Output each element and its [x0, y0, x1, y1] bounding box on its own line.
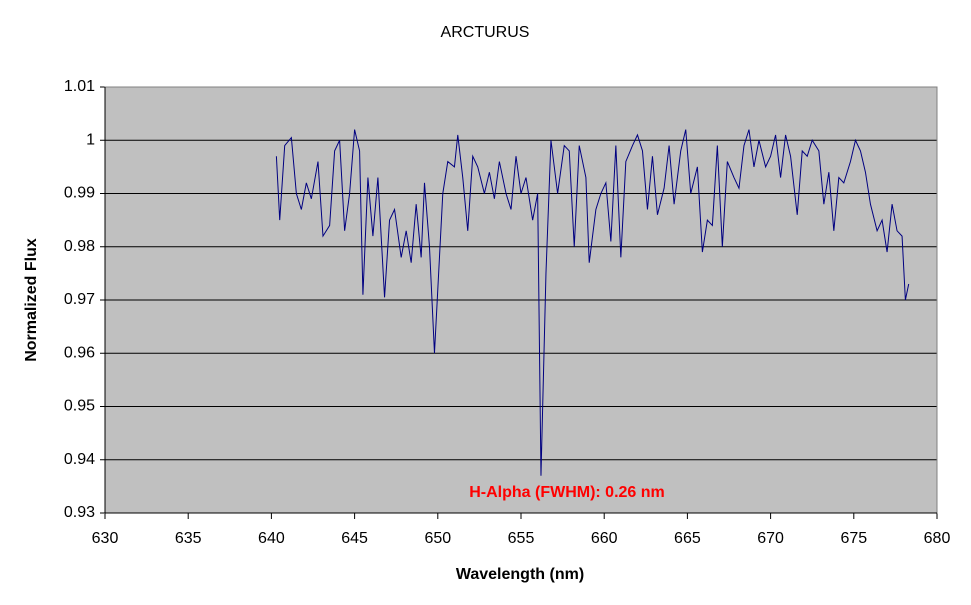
y-tick-label: 0.98 [64, 238, 95, 255]
chart-title: ARCTURUS [441, 24, 530, 41]
x-tick-label: 675 [840, 530, 867, 547]
y-tick-label: 0.93 [64, 504, 95, 521]
x-tick-label: 660 [591, 530, 618, 547]
y-tick-label: 0.96 [64, 344, 95, 361]
x-tick-label: 655 [508, 530, 535, 547]
x-axis-label: Wavelength (nm) [456, 566, 584, 583]
x-tick-label: 665 [674, 530, 701, 547]
annotation: H-Alpha (FWHM): 0.26 nm [469, 484, 665, 501]
x-tick-label: 635 [175, 530, 202, 547]
x-tick-label: 650 [424, 530, 451, 547]
y-tick-label: 0.99 [64, 185, 95, 202]
y-tick-label: 1.01 [64, 78, 95, 95]
y-axis-label: Normalized Flux [23, 238, 40, 362]
x-tick-label: 670 [757, 530, 784, 547]
y-tick-label: 0.97 [64, 291, 95, 308]
y-tick-label: 0.94 [64, 451, 95, 468]
y-tick-label: 1 [86, 131, 95, 148]
x-tick-label: 630 [92, 530, 119, 547]
x-tick-label: 645 [341, 530, 368, 547]
x-tick-label: 680 [924, 530, 951, 547]
x-tick-label: 640 [258, 530, 285, 547]
y-tick-label: 0.95 [64, 398, 95, 415]
data-line [275, 129, 910, 476]
